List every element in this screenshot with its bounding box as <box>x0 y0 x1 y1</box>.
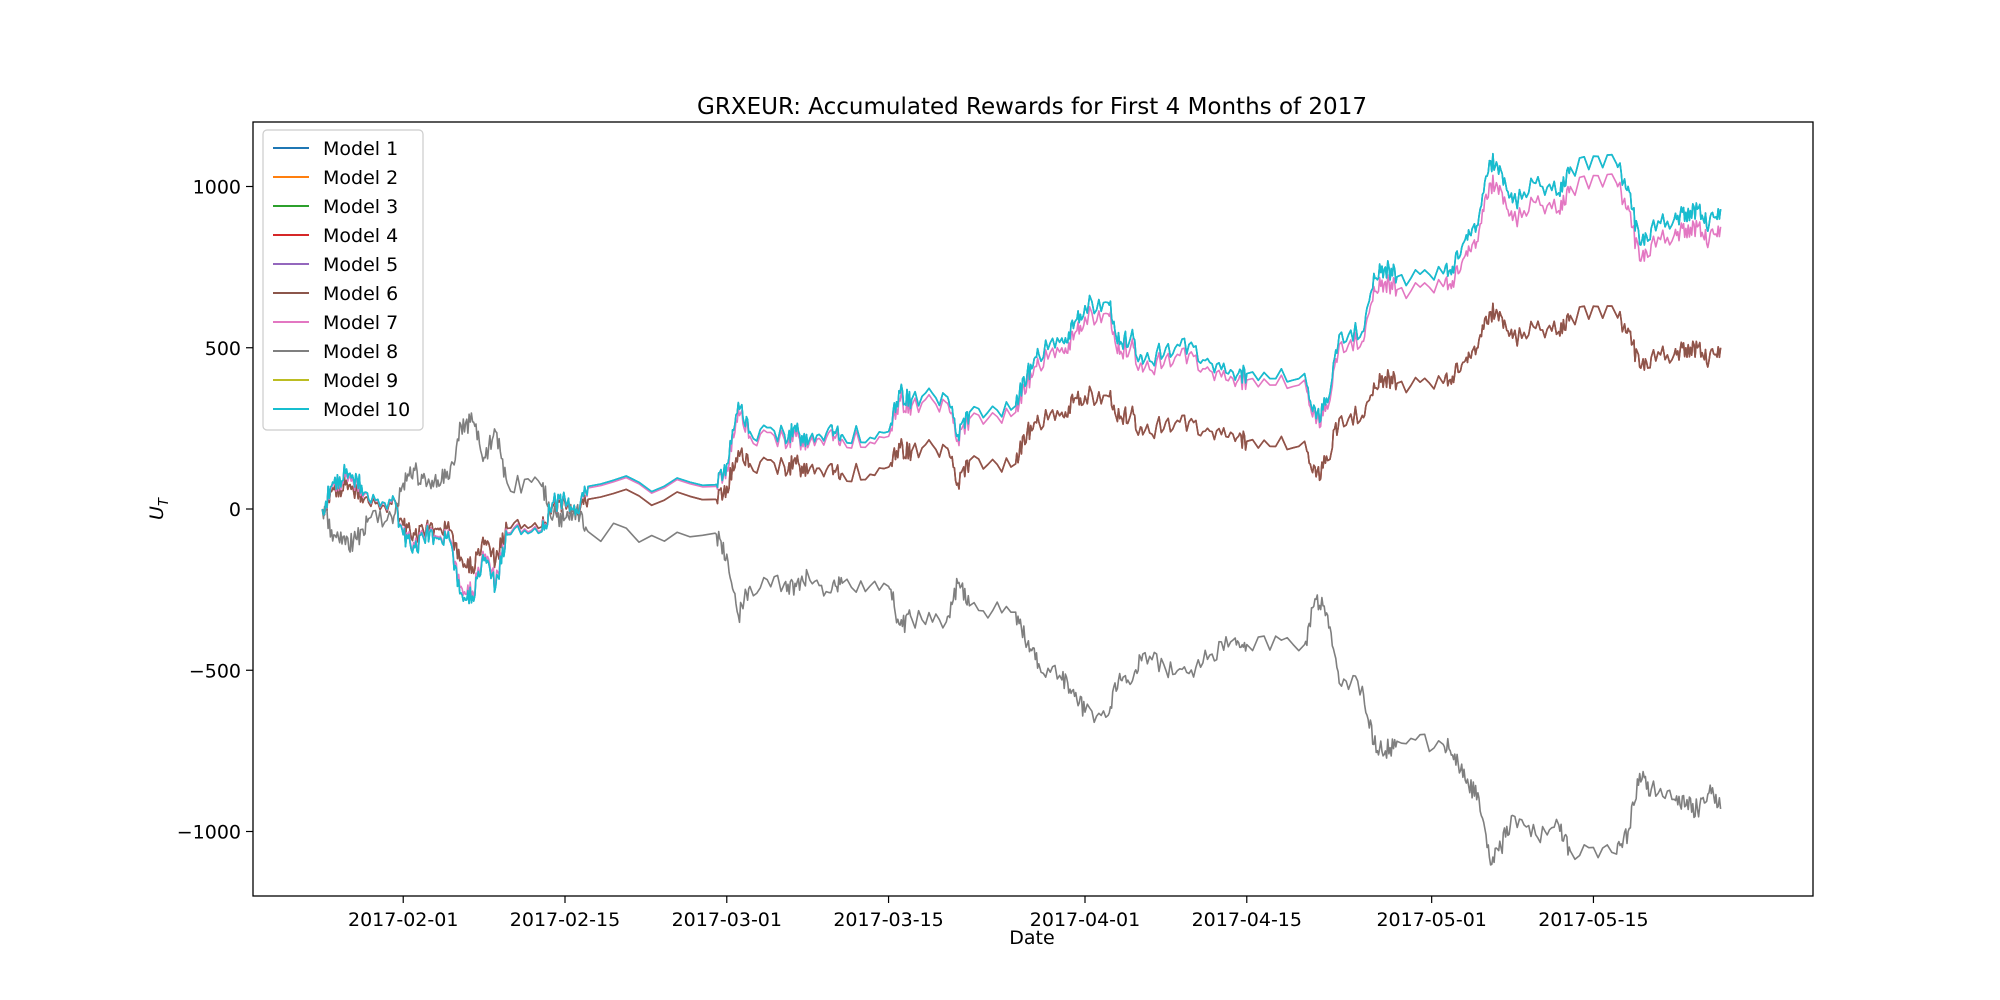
legend-entry-label: Model 8 <box>323 341 398 363</box>
y-axis-label-main: U <box>146 506 168 520</box>
y-tick-label: −1000 <box>177 822 241 844</box>
x-tick-label: 2017-03-01 <box>672 909 782 931</box>
series-line-model-10 <box>321 152 1722 605</box>
legend-entry-label: Model 10 <box>323 399 410 421</box>
y-axis: −1000 −500 0 500 1000 <box>177 177 253 844</box>
x-tick-label: 2017-04-15 <box>1192 909 1302 931</box>
series-line-model-6 <box>321 302 1722 575</box>
x-tick-label: 2017-05-15 <box>1538 909 1648 931</box>
x-tick-label: 2017-02-01 <box>348 909 458 931</box>
y-axis-label: UT <box>146 497 172 520</box>
legend: Model 1 Model 2 Model 3 Model 4 Model 5 Model… <box>262 129 424 431</box>
x-axis: 2017-02-01 2017-02-15 2017-03-01 2017-03-15… <box>348 896 1649 931</box>
x-tick-label: 2017-05-01 <box>1376 909 1486 931</box>
legend-entry-label: Model 6 <box>323 283 398 305</box>
series-line-model-4 <box>321 302 1722 575</box>
y-tick-label: −500 <box>189 660 241 682</box>
series-line-model-1 <box>321 152 1722 605</box>
plot-area <box>252 121 1814 897</box>
y-tick-label: 0 <box>229 499 241 521</box>
x-tick-label: 2017-02-15 <box>510 909 620 931</box>
y-tick-label: 1000 <box>193 177 241 199</box>
chart-title: GRXEUR: Accumulated Rewards for First 4 … <box>697 94 1367 120</box>
y-tick-label: 500 <box>205 338 241 360</box>
y-axis-label-subscript: T <box>157 497 172 506</box>
legend-entry-label: Model 5 <box>323 254 398 276</box>
plot-frame <box>252 121 1814 897</box>
legend-entry-label: Model 9 <box>323 370 398 392</box>
series-layer <box>321 152 1722 866</box>
legend-entry-label: Model 7 <box>323 312 398 334</box>
legend-entry-label: Model 3 <box>323 196 398 218</box>
legend-entry-label: Model 1 <box>323 138 398 160</box>
x-axis-label: Date <box>1009 927 1054 949</box>
series-line-model-8 <box>321 412 1722 866</box>
x-tick-label: 2017-04-01 <box>1030 909 1140 931</box>
x-tick-label: 2017-03-15 <box>833 909 943 931</box>
legend-entry-label: Model 4 <box>323 225 398 247</box>
legend-entry-label: Model 2 <box>323 167 398 189</box>
